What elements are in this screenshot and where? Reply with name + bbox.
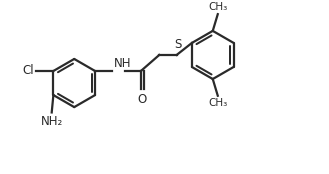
Text: S: S — [174, 38, 181, 51]
Text: O: O — [138, 93, 147, 106]
Text: CH₃: CH₃ — [208, 98, 227, 108]
Text: NH: NH — [114, 57, 131, 70]
Text: Cl: Cl — [23, 65, 34, 77]
Text: NH₂: NH₂ — [40, 115, 63, 128]
Text: CH₃: CH₃ — [208, 2, 227, 12]
